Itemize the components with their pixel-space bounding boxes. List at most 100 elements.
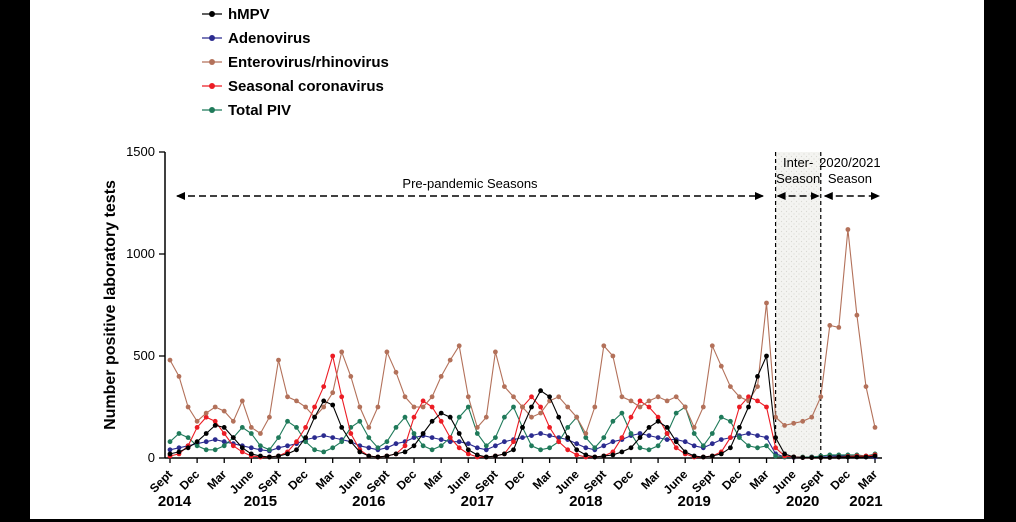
data-point <box>258 443 263 449</box>
data-point <box>456 439 462 445</box>
data-point <box>465 404 471 410</box>
data-point <box>619 410 625 416</box>
pre-pandemic-label: Pre-pandemic Seasons <box>402 176 538 191</box>
data-point <box>366 425 372 430</box>
data-point <box>330 390 336 396</box>
data-point <box>493 435 498 440</box>
data-point <box>212 423 218 428</box>
data-point <box>583 431 589 436</box>
data-point <box>646 404 652 410</box>
data-point <box>574 414 580 420</box>
data-point <box>303 439 308 445</box>
data-point <box>194 439 200 445</box>
legend-marker-dot <box>209 59 215 65</box>
data-point <box>348 439 354 445</box>
legend-label: Seasonal coronavirus <box>228 78 384 95</box>
data-point <box>538 410 543 416</box>
data-point <box>529 404 534 410</box>
data-point <box>800 418 806 424</box>
data-point <box>655 414 661 420</box>
x-tick-label: Dec <box>611 467 637 493</box>
data-point <box>239 425 245 430</box>
x-tick-label: Mar <box>204 467 229 492</box>
data-point <box>700 454 706 460</box>
data-point <box>384 439 390 445</box>
data-point <box>628 414 634 420</box>
data-point <box>474 452 480 458</box>
data-point <box>728 418 733 424</box>
data-point <box>755 384 760 389</box>
data-point <box>348 374 354 379</box>
data-point <box>185 435 191 440</box>
data-point <box>737 404 742 410</box>
data-point <box>465 441 471 447</box>
data-point <box>493 443 498 449</box>
series-adenovirus <box>167 431 878 460</box>
data-point <box>592 454 598 460</box>
x-tick-label: Dec <box>828 467 854 493</box>
figure-panel: 0 500 1000 1500 Sept Dec Mar June Sept Dec Mar June… <box>30 0 984 519</box>
data-point <box>438 418 444 424</box>
data-point <box>221 408 227 414</box>
data-point <box>682 404 688 410</box>
data-point <box>836 325 842 330</box>
data-point <box>818 394 824 400</box>
data-point <box>854 454 860 460</box>
data-point <box>538 404 543 410</box>
data-point <box>664 431 670 436</box>
x-tick-label: Sept <box>147 467 175 495</box>
data-point <box>502 439 507 445</box>
series-line <box>169 229 876 435</box>
data-point <box>755 374 760 379</box>
data-point <box>420 443 426 449</box>
data-point <box>520 425 525 430</box>
data-point <box>592 445 598 451</box>
data-point <box>375 404 381 410</box>
data-point <box>330 435 336 440</box>
data-point <box>176 445 182 451</box>
x-tick-label: Sept <box>581 467 609 495</box>
data-point <box>628 445 634 451</box>
data-point <box>483 447 489 453</box>
data-point <box>167 451 173 457</box>
data-point <box>357 449 363 455</box>
year-label: 2016 <box>352 493 385 510</box>
data-point <box>773 453 778 459</box>
data-point <box>664 437 670 442</box>
x-tick-label: Dec <box>177 467 203 493</box>
data-point <box>565 425 571 430</box>
data-point <box>303 404 308 410</box>
data-point <box>547 433 552 438</box>
data-point <box>791 454 797 460</box>
data-point <box>755 433 760 438</box>
data-point <box>303 435 308 440</box>
data-point <box>818 455 824 460</box>
data-point <box>239 398 245 404</box>
data-point <box>773 445 778 451</box>
data-point <box>348 431 354 436</box>
data-point <box>556 414 562 420</box>
data-point <box>312 414 317 420</box>
data-point <box>646 425 652 430</box>
y-tick-label: 1000 <box>126 246 155 261</box>
data-point <box>610 452 616 458</box>
data-point <box>465 394 471 400</box>
data-point <box>655 394 661 400</box>
data-point <box>285 451 290 457</box>
data-point <box>294 398 299 404</box>
data-point <box>845 227 851 232</box>
inter-season-band-layer <box>774 152 822 458</box>
data-point <box>845 454 851 460</box>
data-point <box>230 435 236 440</box>
data-point <box>420 431 426 436</box>
x-tick-label: Mar <box>747 467 772 492</box>
data-point <box>420 404 426 410</box>
data-point <box>664 398 670 404</box>
data-point <box>619 394 625 400</box>
data-point <box>402 394 408 400</box>
x-tick-label: Dec <box>394 467 420 493</box>
data-point <box>691 443 697 449</box>
data-point <box>737 394 742 400</box>
data-point <box>321 404 327 410</box>
data-point <box>167 447 173 453</box>
